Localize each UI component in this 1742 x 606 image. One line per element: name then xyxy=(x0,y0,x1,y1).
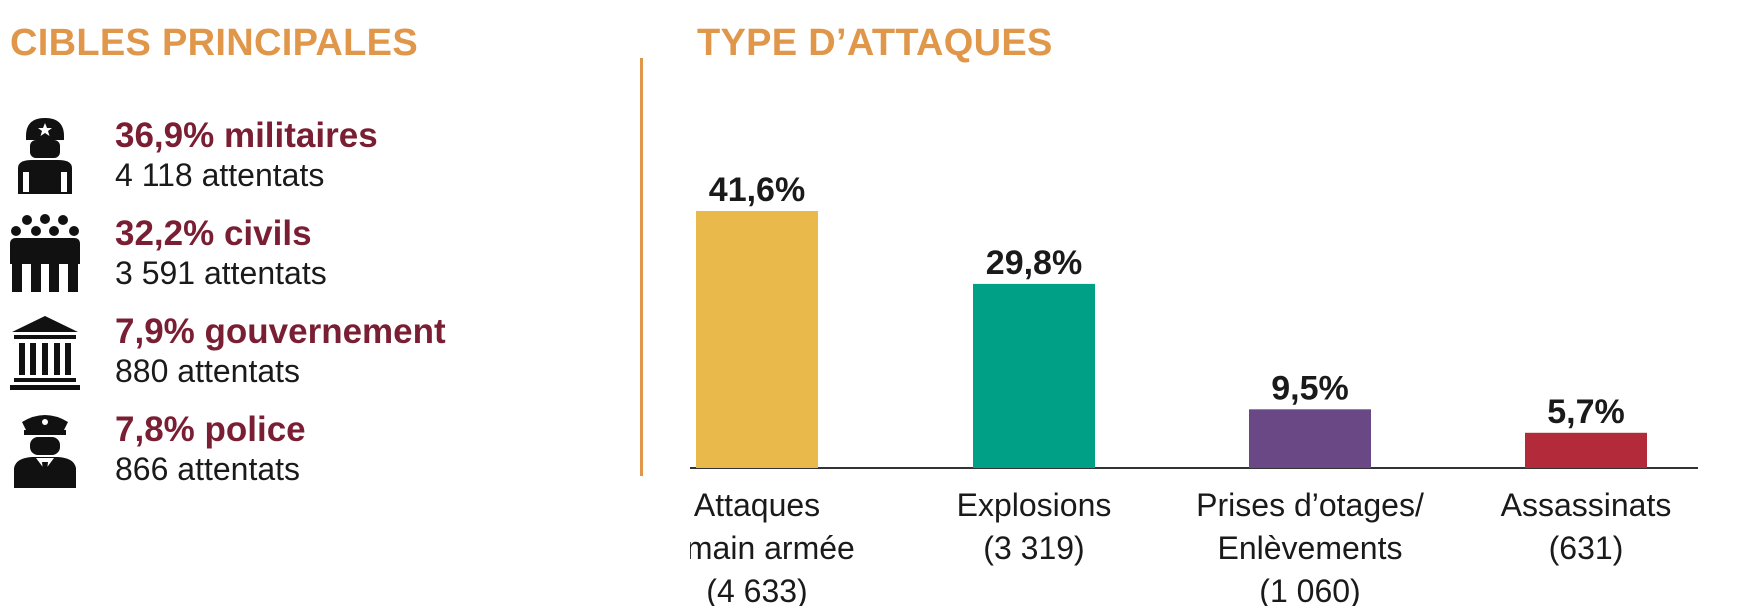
attack-types-chart: 41,6% Attaquesà main armée(4 633) 29,8% Exp… xyxy=(690,171,1698,606)
police-officer-icon xyxy=(10,410,80,490)
section-divider xyxy=(640,58,643,476)
government-building-icon xyxy=(10,312,80,392)
crowd-icon xyxy=(10,214,80,294)
bar-explosions xyxy=(973,283,1095,468)
target-item-government: 7,9% gouvernement 880 attentats xyxy=(0,312,600,402)
targets-heading: CIBLES PRINCIPALES xyxy=(10,22,418,64)
target-title: 7,9% gouvernement xyxy=(115,312,446,351)
bar-armed-assault xyxy=(696,211,818,468)
bar-assassinations xyxy=(1525,432,1647,468)
category-label-explosions: Explosions (3 319) xyxy=(957,487,1112,566)
category-label-armed-assault: Attaquesà main armée(4 633) xyxy=(690,487,855,606)
target-item-police: 7,8% police 866 attentats xyxy=(0,410,600,500)
bar-hostage-kidnapping xyxy=(1249,409,1371,468)
bar-value-label-explosions: 29,8% xyxy=(986,244,1082,282)
target-title: 32,2% civils xyxy=(115,214,312,253)
target-count: 866 attentats xyxy=(115,451,301,487)
category-label-hostage-kidnapping: Prises d’otages/Enlèvements (1 060) xyxy=(1196,487,1424,606)
bar-value-label-assassinations: 5,7% xyxy=(1547,393,1625,431)
soldier-icon xyxy=(10,116,80,196)
target-title: 36,9% militaires xyxy=(115,116,378,155)
bar-value-label-hostage-kidnapping: 9,5% xyxy=(1271,369,1349,407)
target-count: 4 118 attentats xyxy=(115,157,325,193)
attack-types-heading: TYPE D’ATTAQUES xyxy=(697,22,1053,64)
target-count: 3 591 attentats xyxy=(115,255,327,291)
category-label-assassinations: Assassinats (631) xyxy=(1501,487,1672,566)
target-item-military: 36,9% militaires 4 118 attentats xyxy=(0,116,600,206)
bar-value-label-armed-assault: 41,6% xyxy=(709,171,805,209)
target-item-civilians: 32,2% civils 3 591 attentats xyxy=(0,214,600,304)
target-title: 7,8% police xyxy=(115,410,306,449)
target-count: 880 attentats xyxy=(115,353,301,389)
